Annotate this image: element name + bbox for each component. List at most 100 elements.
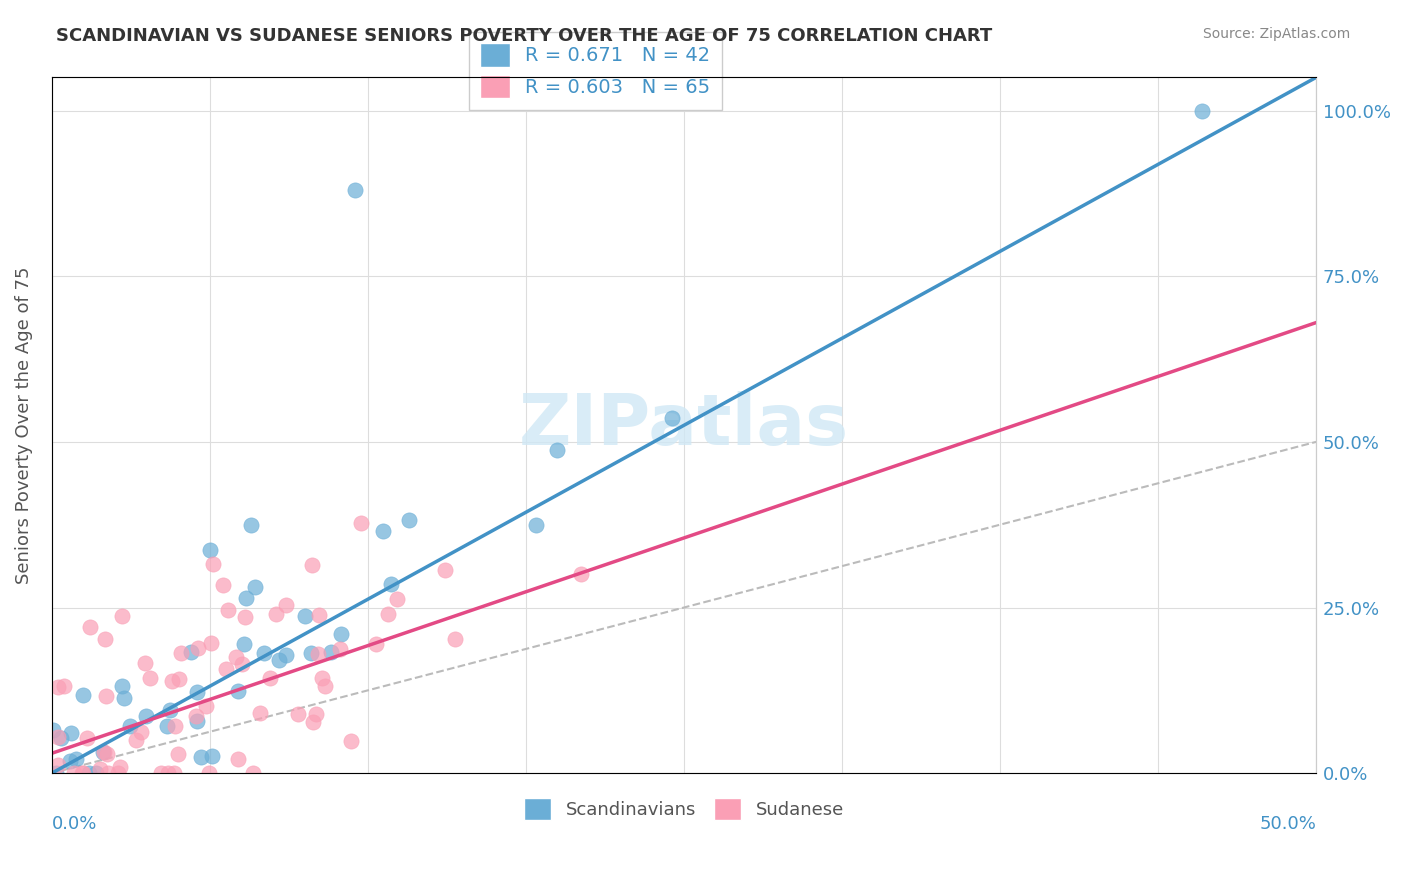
Point <box>259 671 281 685</box>
Point <box>77 766 100 780</box>
Point <box>190 750 212 764</box>
Point <box>97 766 120 780</box>
Point <box>329 641 352 656</box>
Point <box>72 688 94 702</box>
Point <box>212 578 235 592</box>
Point <box>385 591 408 606</box>
Point <box>299 646 322 660</box>
Point <box>546 443 568 458</box>
Point <box>444 632 467 647</box>
Point <box>226 683 249 698</box>
Point <box>311 672 333 686</box>
Point <box>156 719 179 733</box>
Point <box>433 563 456 577</box>
Point <box>129 725 152 739</box>
Point <box>65 751 87 765</box>
Point <box>41 723 63 737</box>
Text: Source: ZipAtlas.com: Source: ZipAtlas.com <box>1202 27 1350 41</box>
Point <box>524 518 547 533</box>
Point <box>200 636 222 650</box>
Point <box>267 653 290 667</box>
Point <box>371 524 394 538</box>
Point <box>239 517 262 532</box>
Point <box>48 681 70 695</box>
Point <box>243 580 266 594</box>
Legend: Scandinavians, Sudanese: Scandinavians, Sudanese <box>517 790 851 827</box>
Point <box>195 698 218 713</box>
Point <box>160 673 183 688</box>
Y-axis label: Seniors Poverty Over the Age of 75: Seniors Poverty Over the Age of 75 <box>15 267 32 584</box>
Point <box>134 656 156 670</box>
Point <box>380 576 402 591</box>
Point <box>125 733 148 747</box>
Point <box>170 646 193 660</box>
Point <box>215 662 238 676</box>
Point <box>76 731 98 745</box>
Point <box>135 709 157 723</box>
Point <box>79 620 101 634</box>
Point <box>187 640 209 655</box>
Point <box>62 766 84 780</box>
Point <box>377 607 399 621</box>
Point <box>89 762 111 776</box>
Point <box>72 766 94 780</box>
Point <box>112 690 135 705</box>
Text: ZIPatlas: ZIPatlas <box>519 391 849 459</box>
Point <box>242 766 264 780</box>
Point <box>96 747 118 762</box>
Point <box>59 726 82 740</box>
Point <box>329 627 352 641</box>
Point <box>45 766 67 780</box>
Point <box>274 648 297 663</box>
Point <box>1191 103 1213 118</box>
Point <box>86 766 108 780</box>
Point <box>93 632 115 647</box>
Point <box>661 411 683 425</box>
Point <box>294 609 316 624</box>
Point <box>201 748 224 763</box>
Point <box>108 760 131 774</box>
Point <box>107 766 129 780</box>
Point <box>186 684 208 698</box>
Point <box>350 516 373 531</box>
Point <box>59 755 82 769</box>
Point <box>398 513 420 527</box>
Point <box>249 706 271 721</box>
Point <box>233 609 256 624</box>
Point <box>231 657 253 671</box>
Point <box>167 747 190 762</box>
Point <box>163 766 186 780</box>
Point <box>314 679 336 693</box>
Point <box>180 645 202 659</box>
Text: SCANDINAVIAN VS SUDANESE SENIORS POVERTY OVER THE AGE OF 75 CORRELATION CHART: SCANDINAVIAN VS SUDANESE SENIORS POVERTY… <box>56 27 993 45</box>
Point <box>202 557 225 571</box>
Point <box>307 647 329 661</box>
Point <box>235 591 257 606</box>
Point <box>302 714 325 729</box>
Point <box>46 731 69 745</box>
Point <box>70 766 93 780</box>
Point <box>364 636 387 650</box>
Point <box>184 708 207 723</box>
Point <box>150 766 173 780</box>
Point <box>163 719 186 733</box>
Point <box>301 558 323 573</box>
Point <box>118 718 141 732</box>
Point <box>198 543 221 558</box>
Point <box>340 734 363 748</box>
Point <box>169 673 191 687</box>
Point <box>93 745 115 759</box>
Point <box>287 706 309 721</box>
Point <box>53 679 76 693</box>
Point <box>308 608 330 623</box>
Point <box>232 637 254 651</box>
Point <box>51 731 73 746</box>
Point <box>91 745 114 759</box>
Point <box>197 766 219 780</box>
Point <box>264 607 287 621</box>
Text: 0.0%: 0.0% <box>52 815 97 833</box>
Point <box>321 645 343 659</box>
Point <box>48 758 70 772</box>
Point <box>276 598 298 612</box>
Point <box>305 707 328 722</box>
